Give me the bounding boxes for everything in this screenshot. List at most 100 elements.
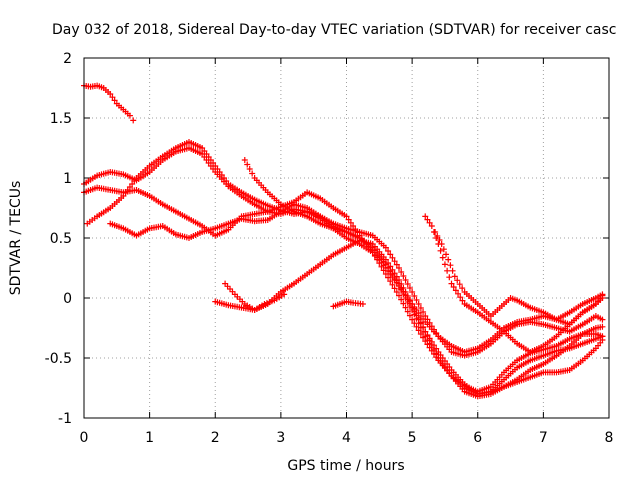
data-point <box>451 273 458 280</box>
chart-title: Day 032 of 2018, Sidereal Day-to-day VTE… <box>52 22 616 38</box>
data-point <box>400 291 407 297</box>
data-point <box>411 293 418 299</box>
data-point <box>449 267 456 274</box>
data-point <box>426 340 433 347</box>
data-point <box>391 285 398 292</box>
data-point <box>400 300 407 307</box>
x-tick-label: 0 <box>80 430 89 446</box>
data-point <box>455 290 462 297</box>
data-point <box>404 281 411 287</box>
data-point <box>130 117 137 124</box>
data-point <box>424 337 431 343</box>
data-point <box>389 272 396 279</box>
x-tick-label: 5 <box>408 430 417 446</box>
data-point <box>126 112 133 119</box>
data-point <box>241 157 248 163</box>
data-point <box>404 308 411 315</box>
series-arc-g <box>222 280 288 313</box>
data-point <box>424 316 431 323</box>
x-tick-label: 7 <box>539 430 548 446</box>
data-point <box>422 333 429 340</box>
data-point <box>345 216 352 223</box>
data-point <box>450 284 457 290</box>
data-point <box>434 233 441 239</box>
data-series <box>81 82 606 400</box>
x-tick-label: 4 <box>342 430 351 446</box>
x-tick-label: 2 <box>211 430 220 446</box>
x-tick-label: 1 <box>145 430 154 446</box>
y-tick-label: 0.5 <box>50 231 72 247</box>
y-axis-label: SDTVAR / TECUs <box>8 181 24 296</box>
data-point <box>378 263 385 270</box>
grid <box>84 58 609 418</box>
data-point <box>415 320 422 327</box>
data-point <box>599 316 606 323</box>
data-point <box>111 97 118 104</box>
data-point <box>413 323 420 330</box>
data-point <box>438 241 445 247</box>
data-point <box>396 265 402 271</box>
data-point <box>454 277 461 284</box>
y-tick-label: 2 <box>63 51 72 67</box>
series-arc-h <box>241 157 606 400</box>
data-point <box>448 280 455 287</box>
plot-frame <box>83 57 610 419</box>
data-point <box>393 279 400 286</box>
data-point <box>398 287 405 293</box>
data-point <box>433 351 440 358</box>
data-point <box>436 237 443 243</box>
data-point <box>281 291 288 298</box>
data-point <box>347 219 354 226</box>
data-point <box>244 161 251 168</box>
data-point <box>406 285 413 291</box>
data-point <box>249 170 256 177</box>
data-point <box>389 254 396 261</box>
data-point <box>417 324 424 331</box>
data-point <box>420 309 427 315</box>
data-point <box>380 267 387 274</box>
data-point <box>420 329 427 335</box>
data-point <box>409 316 416 323</box>
data-point <box>109 94 116 101</box>
data-point <box>396 292 402 299</box>
data-point <box>415 301 422 307</box>
data-point <box>440 246 447 253</box>
data-point <box>443 251 450 258</box>
data-point <box>387 268 394 275</box>
data-point <box>599 323 606 330</box>
data-point <box>393 289 400 295</box>
data-point <box>404 299 411 305</box>
data-point <box>359 301 366 307</box>
data-point <box>445 256 452 263</box>
data-point <box>456 281 463 288</box>
data-point <box>444 267 451 274</box>
y-tick-label: 1.5 <box>50 111 72 127</box>
data-point <box>437 247 444 254</box>
data-point <box>441 261 448 268</box>
data-point <box>382 261 389 268</box>
data-point <box>426 219 433 226</box>
series-arc-f <box>212 237 606 397</box>
data-point <box>382 271 389 277</box>
data-point <box>409 289 416 295</box>
x-tick-label: 8 <box>605 430 614 446</box>
data-point <box>446 274 453 281</box>
data-point <box>398 269 405 275</box>
y-tick-label: 1 <box>63 171 72 187</box>
data-point <box>413 297 420 303</box>
y-tick-label: 0 <box>63 291 72 307</box>
data-point <box>599 337 606 343</box>
data-point <box>439 254 446 261</box>
data-point <box>343 213 350 220</box>
data-point <box>393 261 400 268</box>
data-point <box>457 294 464 301</box>
data-point <box>396 283 402 289</box>
data-point <box>391 275 398 282</box>
data-point <box>424 216 431 223</box>
data-point <box>422 213 429 220</box>
data-point <box>402 304 409 311</box>
y-tick-label: -0.5 <box>45 351 72 367</box>
data-point <box>402 277 409 283</box>
data-point <box>400 273 407 279</box>
